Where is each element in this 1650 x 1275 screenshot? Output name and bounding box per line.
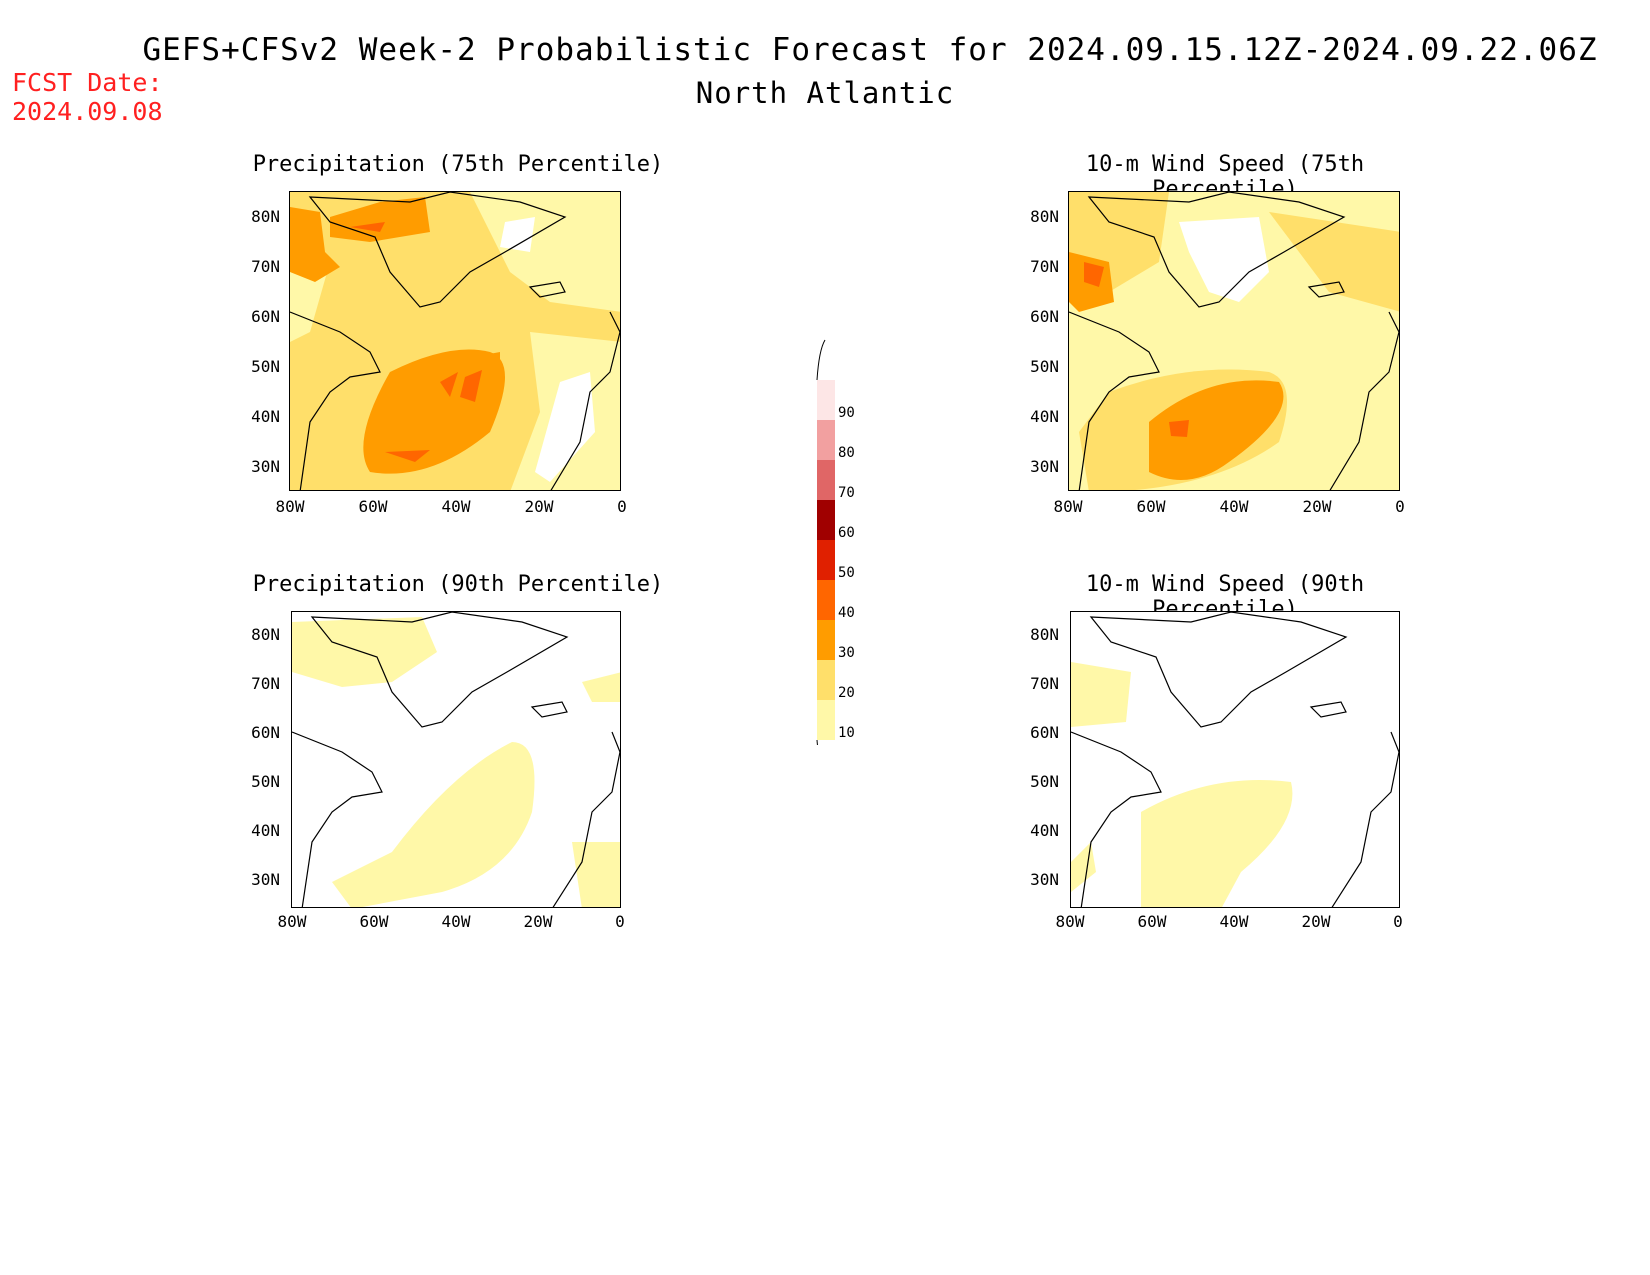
colorbar-label: 80: [838, 445, 855, 461]
lon-tick: 60W: [359, 912, 389, 931]
colorbar-label: 20: [838, 685, 855, 701]
lat-tick: 60N: [1030, 723, 1059, 742]
fcst-date-label: FCST Date:: [12, 68, 163, 97]
colorbar-label: 50: [838, 565, 855, 581]
lat-tick: 30N: [1030, 870, 1059, 889]
region-subtitle: North Atlantic: [695, 76, 955, 110]
lat-tick: 40N: [251, 407, 280, 426]
panel-title-precip-75: Precipitation (75th Percentile): [252, 152, 664, 177]
lat-tick: 50N: [251, 772, 280, 791]
panel-title-precip-90: Precipitation (90th Percentile): [252, 572, 664, 597]
lat-tick: 80N: [1030, 207, 1059, 226]
lon-tick: 20W: [523, 912, 553, 931]
lon-tick: 0: [1395, 497, 1405, 516]
lon-tick: 80W: [1053, 497, 1083, 516]
lon-tick: 80W: [277, 912, 307, 931]
colorbar-swatch: [817, 540, 835, 580]
colorbar-swatch: [817, 700, 835, 740]
lon-tick: 20W: [1301, 912, 1331, 931]
colorbar-swatches: [816, 339, 835, 776]
lon-tick: 0: [1393, 912, 1403, 931]
lat-tick: 60N: [251, 723, 280, 742]
fcst-date-value: 2024.09.08: [12, 97, 163, 126]
lon-tick: 60W: [358, 497, 388, 516]
lon-tick: 0: [615, 912, 625, 931]
lat-tick: 30N: [251, 457, 280, 476]
lon-tick: 60W: [1136, 497, 1166, 516]
lon-tick: 40W: [441, 912, 471, 931]
lon-tick: 60W: [1137, 912, 1167, 931]
lat-tick: 30N: [1030, 457, 1059, 476]
colorbar-swatch: [817, 500, 835, 540]
lon-tick: 80W: [1055, 912, 1085, 931]
lat-tick: 60N: [1030, 307, 1059, 326]
colorbar-swatch: [817, 580, 835, 620]
lat-tick: 50N: [1030, 357, 1059, 376]
lat-tick: 60N: [251, 307, 280, 326]
lon-tick: 20W: [1302, 497, 1332, 516]
map-wind-90: [1070, 611, 1400, 908]
colorbar-top-cap: [816, 339, 826, 381]
lat-tick: 50N: [1030, 772, 1059, 791]
lon-tick: 40W: [441, 497, 471, 516]
colorbar-bottom-cap: [816, 739, 826, 776]
colorbar-label: 70: [838, 485, 855, 501]
colorbar: [812, 335, 872, 776]
colorbar-label: 60: [838, 525, 855, 541]
lat-tick: 70N: [1030, 257, 1059, 276]
lat-tick: 30N: [251, 870, 280, 889]
colorbar-swatch: [817, 620, 835, 660]
lat-tick: 40N: [1030, 407, 1059, 426]
lon-tick: 40W: [1219, 497, 1249, 516]
lon-tick: 40W: [1219, 912, 1249, 931]
page-title: GEFS+CFSv2 Week-2 Probabilistic Forecast…: [142, 32, 1598, 68]
colorbar-label: 10: [838, 725, 855, 741]
lat-tick: 40N: [251, 821, 280, 840]
lat-tick: 80N: [1030, 625, 1059, 644]
map-precip-90: [291, 611, 621, 908]
colorbar-label: 90: [838, 405, 855, 421]
colorbar-swatch: [817, 460, 835, 500]
lat-tick: 80N: [251, 625, 280, 644]
lon-tick: 80W: [275, 497, 305, 516]
lat-tick: 70N: [1030, 674, 1059, 693]
lat-tick: 50N: [251, 357, 280, 376]
lon-tick: 20W: [524, 497, 554, 516]
lat-tick: 70N: [251, 674, 280, 693]
map-wind-75: [1068, 191, 1400, 491]
panel-title-wind-75: 10-m Wind Speed (75th Percentile): [1085, 152, 1365, 202]
colorbar-swatch: [817, 380, 835, 420]
colorbar-label: 40: [838, 605, 855, 621]
lat-tick: 70N: [251, 257, 280, 276]
lat-tick: 80N: [251, 207, 280, 226]
colorbar-swatch: [817, 660, 835, 700]
lat-tick: 40N: [1030, 821, 1059, 840]
map-precip-75: [289, 191, 621, 491]
lon-tick: 0: [617, 497, 627, 516]
colorbar-label: 30: [838, 645, 855, 661]
colorbar-swatch: [817, 420, 835, 460]
